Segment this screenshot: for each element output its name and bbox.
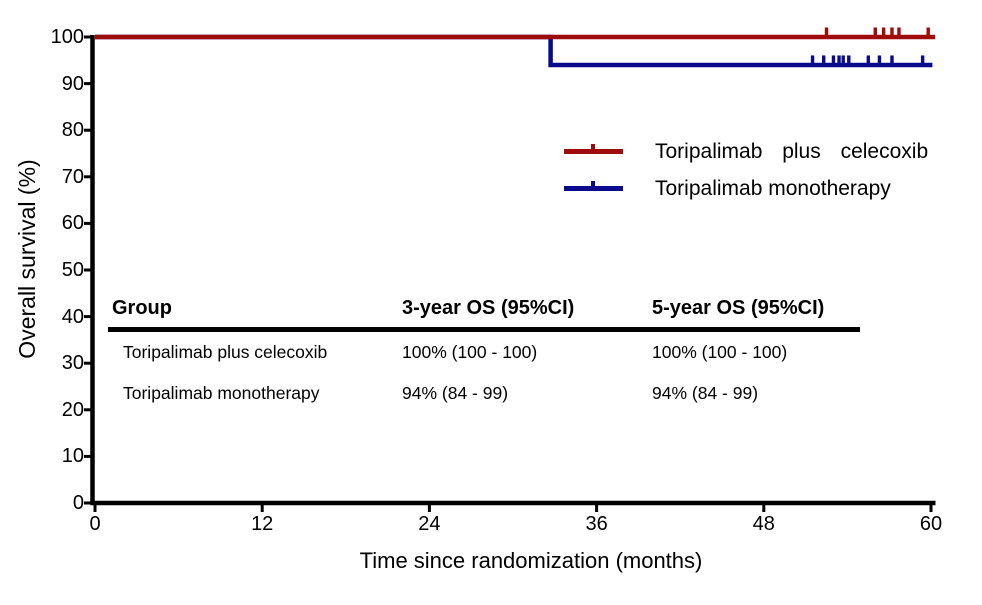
- table-row: Toripalimab plus celecoxib 100% (100 - 1…: [108, 332, 860, 373]
- y-tick-label: 30: [61, 352, 84, 375]
- legend-item-monotherapy: Toripalimab monotherapy: [564, 170, 928, 207]
- table-header-group: Group: [112, 296, 172, 319]
- censor-tick-icon: [591, 144, 595, 150]
- table-cell-3yr-os: 100% (100 - 100): [402, 342, 538, 362]
- y-tick-label: 70: [61, 165, 84, 188]
- y-tick-label: 40: [61, 305, 84, 328]
- y-tick-label: 20: [61, 398, 84, 421]
- x-tick-label: 0: [89, 513, 101, 535]
- x-tick-label: 24: [418, 513, 441, 535]
- y-tick-label: 100: [50, 26, 84, 48]
- table-cell-5yr-os: 94% (84 - 99): [652, 383, 759, 403]
- legend: Toripalimab plus celecoxib Toripalimab m…: [564, 133, 928, 207]
- table-row: Toripalimab monotherapy 94% (84 - 99) 94…: [108, 373, 860, 414]
- table-cell-group: Toripalimab plus celecoxib: [123, 342, 328, 362]
- legend-swatch-0: [564, 144, 623, 154]
- x-tick-label: 60: [919, 513, 943, 535]
- table-header-3yr-os: 3-year OS (95%CI): [402, 296, 575, 319]
- y-tick-label: 90: [61, 72, 84, 95]
- legend-label: Toripalimab monotherapy: [655, 176, 891, 200]
- x-tick-label: 36: [585, 513, 608, 535]
- table-cell-group: Toripalimab monotherapy: [123, 383, 320, 403]
- x-tick-label: 48: [752, 513, 775, 535]
- y-tick-label: 80: [61, 119, 84, 142]
- table-header-5yr-os: 5-year OS (95%CI): [652, 296, 825, 319]
- y-tick-label: 50: [61, 259, 84, 281]
- legend-item-celecoxib: Toripalimab plus celecoxib: [564, 133, 928, 170]
- y-tick-label: 60: [61, 212, 84, 235]
- legend-swatch-1: [564, 181, 623, 191]
- legend-label: Toripalimab plus celecoxib: [655, 139, 929, 163]
- y-tick-label: 10: [61, 445, 84, 468]
- censor-tick-icon: [591, 181, 595, 187]
- x-axis-title: Time since randomization (months): [359, 548, 703, 573]
- survival-curve-1: [95, 34, 933, 68]
- table-cell-3yr-os: 94% (84 - 99): [402, 383, 509, 403]
- table-header-rule: [108, 327, 860, 332]
- y-tick-label: 0: [72, 492, 84, 514]
- table-header-row: Group 3-year OS (95%CI) 5-year OS (95%CI…: [108, 294, 860, 322]
- x-tick-label: 12: [251, 513, 274, 535]
- os-summary-table: Group 3-year OS (95%CI) 5-year OS (95%CI…: [108, 294, 860, 414]
- table-cell-5yr-os: 100% (100 - 100): [652, 342, 788, 362]
